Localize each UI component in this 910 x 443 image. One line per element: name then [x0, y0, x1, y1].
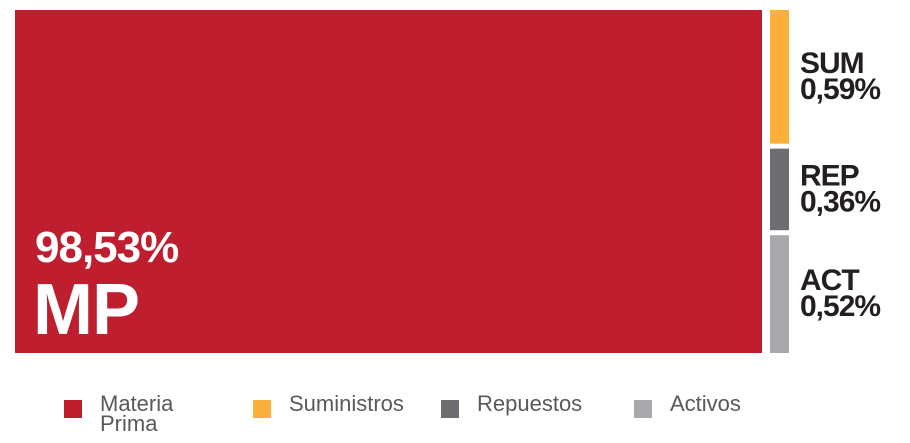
tile-label: REP	[800, 159, 859, 192]
legend-label: Activos	[670, 391, 741, 416]
legend-label: Suministros	[289, 391, 404, 416]
tile-label: ACT	[800, 264, 859, 297]
tile	[770, 235, 789, 353]
legend: Materia Prima Suministros Repuestos Activos	[0, 391, 910, 443]
tile	[15, 10, 762, 353]
tile	[770, 10, 789, 144]
tile-value-label: 98,53%	[35, 223, 178, 272]
tile-value-label: 0,52%	[800, 290, 880, 323]
legend-item: Materia Prima	[64, 391, 210, 436]
tile-value-label: 0,36%	[800, 185, 880, 218]
legend-item: Activos	[634, 391, 840, 418]
legend-swatch	[64, 400, 82, 418]
tile-value-label: 0,59%	[800, 73, 880, 106]
tile-label: MP	[33, 270, 139, 350]
legend-item: Suministros	[253, 391, 459, 418]
tile-label: SUM	[800, 47, 864, 80]
legend-label: Materia Prima	[100, 391, 174, 436]
legend-swatch	[441, 400, 459, 418]
legend-label: Repuestos	[477, 391, 583, 416]
legend-swatch	[634, 400, 652, 418]
legend-item: Repuestos	[441, 391, 647, 418]
legend-swatch	[253, 400, 271, 418]
tile	[770, 148, 789, 231]
